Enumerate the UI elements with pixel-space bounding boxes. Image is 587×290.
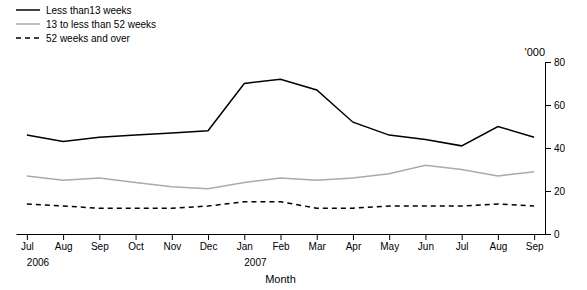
x-tick-label: Sep xyxy=(526,241,544,252)
legend-label: 13 to less than 52 weeks xyxy=(46,19,156,30)
legend-item: Less than13 weeks xyxy=(16,5,132,16)
y-tick: 20 xyxy=(545,186,566,197)
x-tick-label: Aug xyxy=(55,241,73,252)
chart: Jul Aug Sep Oct Nov Dec Jan Feb Mar Apr May Jun Jul A… xyxy=(0,0,587,290)
x-tick: Nov xyxy=(163,234,181,252)
x-tick-label: Jan xyxy=(237,241,253,252)
y-tick: 60 xyxy=(545,100,566,111)
x-tick-mark xyxy=(281,234,282,240)
x-tick-label: May xyxy=(380,241,399,252)
y-axis-label: '000 xyxy=(525,46,545,58)
x-tick-mark xyxy=(99,234,100,240)
x-tick-label: Jul xyxy=(21,241,34,252)
x-tick-label: Aug xyxy=(489,241,507,252)
x-tick-mark xyxy=(425,234,426,240)
legend-swatch xyxy=(16,37,40,39)
y-tick-mark xyxy=(545,62,551,63)
legend-label: Less than13 weeks xyxy=(46,5,132,16)
series-line xyxy=(27,165,534,189)
x-tick-label: Sep xyxy=(91,241,109,252)
y-axis: 0 20 40 60 80 xyxy=(545,57,566,240)
y-tick: 80 xyxy=(545,57,566,68)
x-tick: Sep xyxy=(526,234,544,252)
x-tick: Jul xyxy=(456,234,469,252)
x-tick: Apr xyxy=(346,234,362,252)
x-tick: Jul xyxy=(21,234,34,252)
x-tick: Jun xyxy=(418,234,434,252)
x-tick-mark xyxy=(389,234,390,240)
y-tick-label: 40 xyxy=(554,143,566,154)
y-tick-mark xyxy=(545,148,551,149)
legend-label: 52 weeks and over xyxy=(46,33,131,44)
x-axis: Jul Aug Sep Oct Nov Dec Jan Feb Mar Apr May Jun Jul A… xyxy=(17,234,546,252)
x-tick: Aug xyxy=(55,234,73,252)
legend-item: 52 weeks and over xyxy=(16,33,131,44)
y-tick-mark xyxy=(545,105,551,106)
annotation: 2007 xyxy=(244,257,267,268)
y-tick-label: 60 xyxy=(554,100,566,111)
x-tick-label: Jul xyxy=(456,241,469,252)
x-tick: May xyxy=(380,234,399,252)
x-tick-mark xyxy=(172,234,173,240)
legend-item: 13 to less than 52 weeks xyxy=(16,19,156,30)
lines xyxy=(27,79,534,208)
y-tick-label: 20 xyxy=(554,186,566,197)
x-tick-mark xyxy=(498,234,499,240)
y-tick-label: 0 xyxy=(554,229,560,240)
y-tick: 40 xyxy=(545,143,566,154)
x-axis-label: Month xyxy=(265,273,296,285)
x-tick-mark xyxy=(27,234,28,240)
x-tick: Feb xyxy=(272,234,290,252)
series-line xyxy=(27,79,534,146)
x-tick-label: Feb xyxy=(272,241,290,252)
series-line xyxy=(27,202,534,208)
x-tick-label: Mar xyxy=(309,241,327,252)
x-tick: Jan xyxy=(237,234,253,252)
x-tick: Sep xyxy=(91,234,109,252)
y-tick-mark xyxy=(545,234,551,235)
x-tick-mark xyxy=(136,234,137,240)
x-tick-mark xyxy=(317,234,318,240)
legend-swatch xyxy=(16,23,40,25)
x-tick-mark xyxy=(208,234,209,240)
y-tick-mark xyxy=(545,191,551,192)
x-tick-mark xyxy=(353,234,354,240)
y-tick-label: 80 xyxy=(554,57,566,68)
x-tick-label: Apr xyxy=(346,241,362,252)
legend-swatch xyxy=(16,9,40,11)
x-tick-mark xyxy=(63,234,64,240)
x-tick-mark xyxy=(462,234,463,240)
annotation: 2006 xyxy=(27,257,50,268)
x-tick-label: Oct xyxy=(128,241,144,252)
y-tick: 0 xyxy=(545,229,560,240)
legend: Less than13 weeks 13 to less than 52 week… xyxy=(16,5,156,44)
x-tick-mark xyxy=(534,234,535,240)
x-tick-label: Jun xyxy=(418,241,434,252)
x-tick: Mar xyxy=(309,234,327,252)
x-tick-mark xyxy=(244,234,245,240)
x-tick: Aug xyxy=(489,234,507,252)
x-tick-label: Nov xyxy=(163,241,181,252)
x-tick: Dec xyxy=(200,234,218,252)
x-tick: Oct xyxy=(128,234,144,252)
x-tick-label: Dec xyxy=(200,241,218,252)
plot: Jul Aug Sep Oct Nov Dec Jan Feb Mar Apr May Jun Jul A… xyxy=(17,46,566,285)
